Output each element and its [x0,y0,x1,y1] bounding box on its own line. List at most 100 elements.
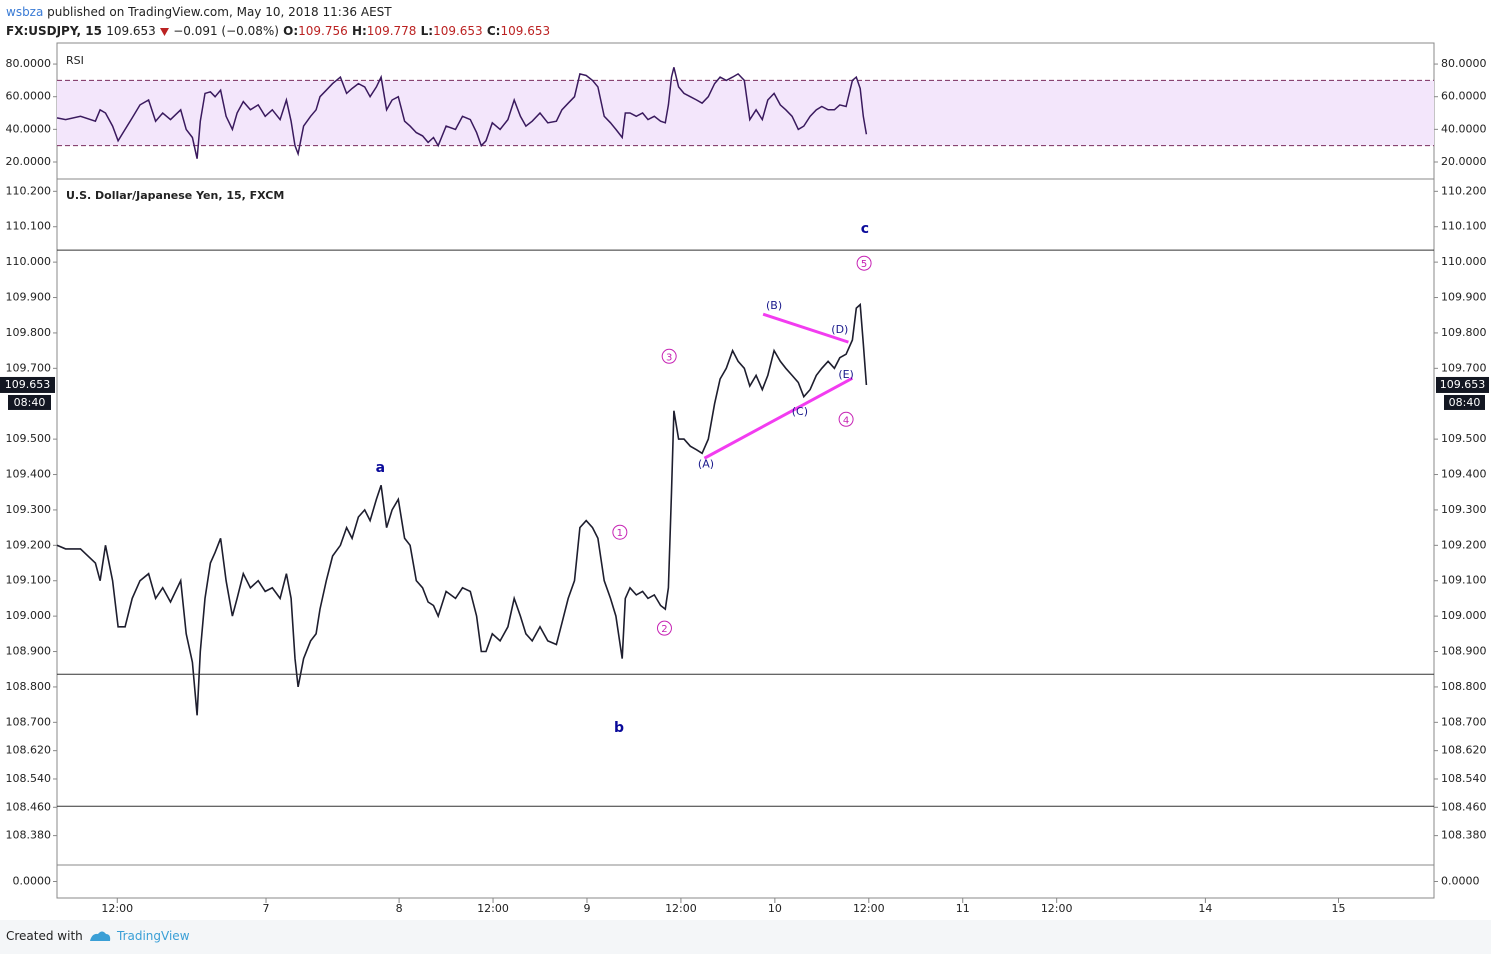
price-tag [0,376,55,393]
y-tick-label: 109.300 [6,503,52,516]
author[interactable]: wsbza [6,5,44,19]
y-tick-label: 109.000 [6,609,52,622]
x-tick-label: 11 [956,902,970,915]
publish-line: wsbza published on TradingView.com, May … [6,3,550,22]
y-tick-label: 108.800 [6,680,52,693]
y-tick-label: 109.200 [6,538,52,551]
y-tick-label: 110.200 [6,184,52,197]
y-tick-label: 109.100 [6,574,52,587]
y-tick-label: 108.460 [1441,800,1487,813]
price-line [56,302,868,716]
y-tick-label: 108.620 [6,744,52,757]
countdown-tag [1444,394,1485,410]
symbol: FX:USDJPY, 15 [6,24,102,38]
y-tick-label: 109.900 [1441,291,1487,304]
y-tick-label: 108.540 [1441,772,1487,785]
change: −0.091 (−0.08%) [173,24,279,38]
y-tick-label: 109.500 [1441,432,1487,445]
y-tick-label: 20.0000 [1441,155,1487,168]
c-label: C: [486,24,501,38]
y-tick-label: 80.0000 [6,57,52,70]
trendline [762,312,849,344]
y-tick-label: 108.380 [6,829,52,842]
countdown-tag [8,394,51,410]
x-tick-label: 12:00 [101,902,133,915]
y-tick-label: 109.200 [1441,538,1487,551]
y-tick-label: 20.0000 [6,155,52,168]
y-tick-label: 80.0000 [1441,57,1487,70]
y-tick-label: 109.900 [6,291,52,304]
circled-label: 1 [617,528,623,539]
triangle-label: (D) [831,323,848,336]
rsi-title: RSI [66,54,84,67]
y-tick-label: 109.400 [6,468,52,481]
triangle-label: (C) [792,405,808,418]
logo[interactable] [88,929,112,943]
y-tick-label: 108.700 [1441,715,1487,728]
o: 109.756 [298,24,348,38]
published: published on TradingView.com, May 10, 20… [47,5,392,19]
triangle-label: (B) [766,299,782,312]
footer: Created with TradingView [0,920,1491,954]
y-tick-label: 108.900 [6,645,52,658]
x-tick-label: 7 [263,902,270,915]
y-tick-label: 110.000 [6,255,52,268]
label-circle [838,411,854,427]
y-tick-label: 0.0000 [13,875,52,888]
y-tick-label: 110.100 [1441,220,1487,233]
wave-label: c [861,221,869,237]
y-tick-label: 109.500 [6,432,52,445]
x-tick-label: 15 [1331,902,1345,915]
wave-label: b [614,720,624,736]
trendline [703,376,854,460]
y-tick-label: 110.000 [1441,255,1487,268]
last: 109.653 [106,24,156,38]
label-circle [612,524,628,540]
y-tick-label: 108.380 [1441,829,1487,842]
triangle-label: (A) [698,457,714,470]
y-tick-label: 109.800 [6,326,52,339]
y-tick-label: 108.620 [1441,744,1487,757]
quote-line: FX:USDJPY, 15 109.653 −0.091 (−0.08%) O:… [6,22,550,41]
circled-label: 5 [861,259,867,270]
y-tick-label: 40.0000 [6,122,52,135]
y-tick-label: 60.0000 [6,90,52,103]
rsi-line [56,67,868,159]
o-label: O: [283,24,299,38]
l: 109.653 [433,24,483,38]
l-label: L: [420,24,434,38]
brand[interactable]: TradingView [117,929,190,943]
y-tick-label: 108.540 [6,772,52,785]
y-tick-label: 109.000 [1441,609,1487,622]
y-tick-label: 109.700 [6,361,52,374]
circled-label: 3 [666,352,672,363]
down-arrow [160,27,169,36]
h-label: H: [351,24,367,38]
y-tick-label: 109.700 [1441,361,1487,374]
y-tick-label: 109.100 [1441,574,1487,587]
x-tick-label: 12:00 [853,902,885,915]
x-tick-label: 9 [583,902,590,915]
circled-label: 4 [843,415,849,426]
chart-title: U.S. Dollar/Japanese Yen, 15, FXCM [66,189,284,202]
y-tick-label: 0.0000 [1441,875,1480,888]
price-tag-label: 109.653 [1440,378,1486,391]
y-tick-label: 109.300 [1441,503,1487,516]
countdown-label: 08:40 [1449,396,1481,409]
y-tick-label: 109.800 [1441,326,1487,339]
x-tick-label: 12:00 [477,902,509,915]
triangle-label: (E) [838,368,854,381]
x-tick-label: 10 [768,902,782,915]
price-tag-label: 109.653 [5,378,51,391]
y-tick-label: 110.100 [6,220,52,233]
label-circle [856,255,872,271]
c: 109.653 [500,24,551,38]
y-tick-label: 60.0000 [1441,90,1487,103]
label-circle [661,348,677,364]
circled-label: 2 [661,624,667,635]
y-tick-label: 108.700 [6,715,52,728]
created-with: Created with [6,929,83,943]
countdown-label: 08:40 [14,396,46,409]
y-tick-label: 109.400 [1441,468,1487,481]
label-circle [656,620,672,636]
